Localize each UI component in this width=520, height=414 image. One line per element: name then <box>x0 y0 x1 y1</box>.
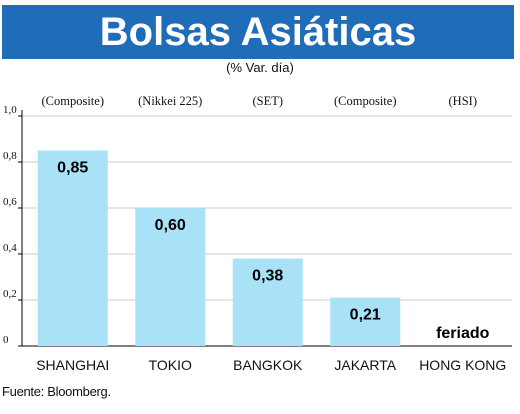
bar <box>330 297 401 346</box>
index-label: (Nikkei 225) <box>138 94 202 108</box>
value-label: 0,21 <box>350 307 381 324</box>
index-label: (SET) <box>252 94 283 108</box>
chart-subtitle: (% Var. día) <box>226 60 294 75</box>
bar <box>232 258 303 346</box>
index-label: (Composite) <box>334 94 397 108</box>
category-label: HONG KONG <box>419 357 506 373</box>
value-label: 0,60 <box>155 217 186 234</box>
y-tick-label: 0,2 <box>3 288 17 300</box>
index-label: (HSI) <box>449 94 477 108</box>
y-tick-label: 0,4 <box>3 242 17 254</box>
value-label: 0,85 <box>57 160 88 177</box>
index-label: (Composite) <box>42 94 105 108</box>
y-tick-label: 0 <box>3 334 9 346</box>
category-label: SHANGHAI <box>36 357 109 373</box>
y-tick-label: 1,0 <box>3 104 17 116</box>
y-tick-label: 0,8 <box>3 150 17 162</box>
bar <box>37 150 108 346</box>
y-tick-label: 0,6 <box>3 196 17 208</box>
source-note: Fuente: Bloomberg. <box>2 384 111 399</box>
category-label: JAKARTA <box>334 357 396 373</box>
category-label: TOKIO <box>149 357 192 373</box>
chart-title: Bolsas Asiáticas <box>99 10 417 54</box>
title-bar: Bolsas Asiáticas <box>2 5 514 59</box>
bar <box>135 208 206 346</box>
value-label: 0,38 <box>252 268 283 285</box>
category-label: BANGKOK <box>233 357 303 373</box>
value-label: feriado <box>436 325 490 342</box>
